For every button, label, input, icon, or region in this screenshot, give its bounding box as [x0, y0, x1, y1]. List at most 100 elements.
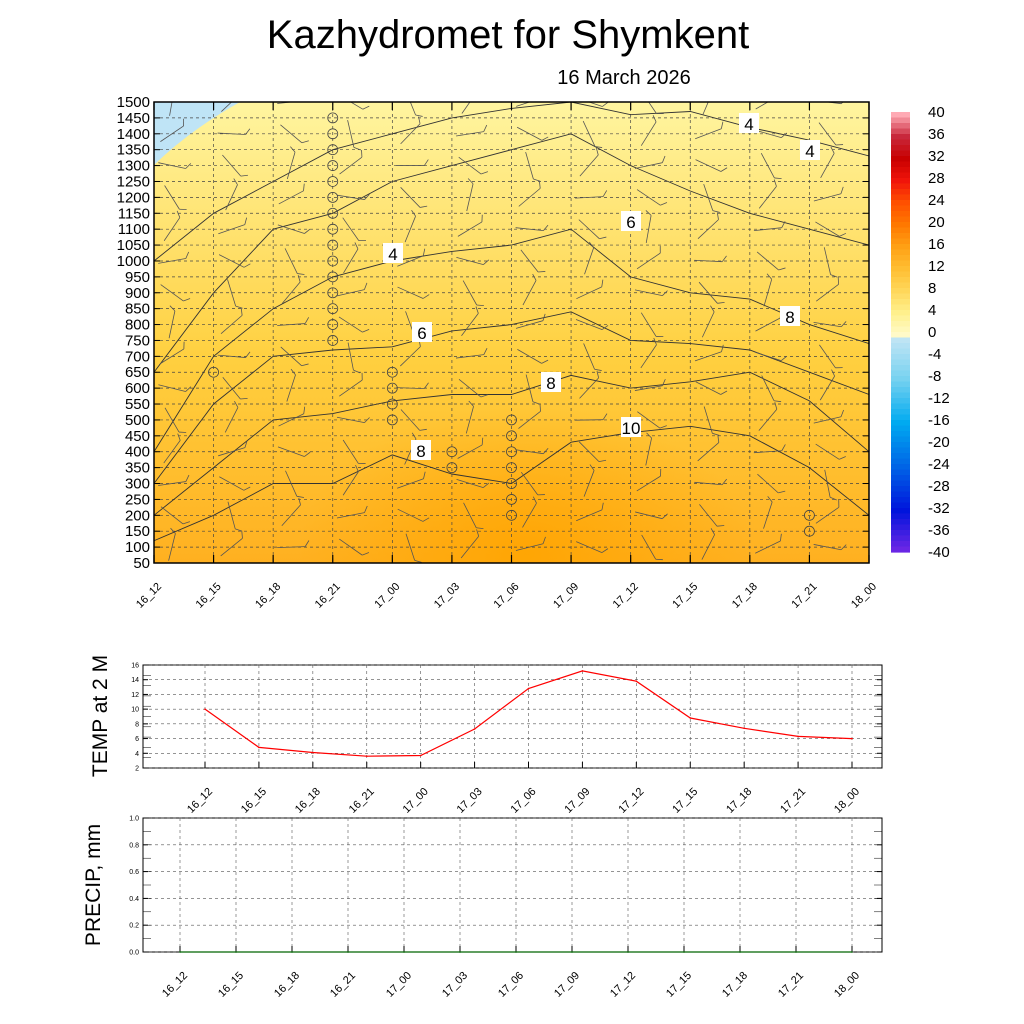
wind-barb: [158, 474, 190, 486]
wind-barb: [636, 245, 661, 270]
y-tick-label: 50: [133, 555, 150, 572]
wind-barb: [284, 248, 305, 275]
colorbar-swatch: [891, 381, 910, 388]
colorbar-label: -28: [928, 478, 950, 495]
colorbar-swatch: [891, 156, 910, 163]
panel-x-tick-label: 16_15: [239, 786, 269, 816]
wind-barb: [462, 280, 484, 306]
wind-barb: [397, 508, 430, 522]
wind-barb: [634, 378, 666, 391]
wind-barb: [697, 435, 720, 462]
y-tick-label: 750: [125, 332, 150, 349]
wind-barb: [160, 506, 191, 525]
precip-point: [235, 951, 237, 953]
temp-point: [204, 708, 206, 710]
calm-circle: [327, 303, 339, 315]
panel-y-tick-label: 16: [131, 663, 139, 670]
colorbar-swatch: [891, 293, 910, 300]
calm-circle: [386, 366, 398, 378]
colorbar-swatch: [891, 519, 910, 526]
wind-barb: [169, 102, 175, 116]
wind-barb: [641, 534, 663, 561]
precip-point: [403, 951, 405, 953]
colorbar-swatch: [891, 458, 910, 465]
contour-label-bg: [739, 113, 759, 133]
contour-label: 6: [626, 213, 635, 232]
wind-barb: [224, 400, 239, 433]
wind-barb: [813, 102, 847, 105]
x-tick-label: 17_09: [551, 581, 581, 611]
colorbar-swatch: [891, 524, 910, 531]
colorbar-label: 20: [928, 214, 945, 231]
colorbar-label: 36: [928, 126, 945, 143]
wind-barb: [515, 224, 549, 232]
calm-circle: [327, 271, 339, 283]
colorbar-swatch: [891, 337, 910, 344]
wind-barb: [347, 342, 361, 374]
wind-barb: [217, 128, 251, 135]
temp-point: [581, 670, 584, 672]
wind-barb: [575, 190, 608, 199]
colorbar-swatch: [891, 134, 910, 141]
wind-barb: [518, 404, 541, 429]
wind-barb: [286, 146, 296, 180]
wind-barb: [456, 256, 490, 265]
y-tick-label: 1450: [117, 110, 150, 127]
colorbar-swatch: [891, 376, 910, 383]
wind-barb: [637, 411, 667, 429]
panel-x-tick-label: 18_00: [832, 970, 862, 1000]
colorbar-swatch: [891, 233, 910, 240]
colorbar-swatch: [891, 387, 910, 394]
panel-y-tick-label: 14: [131, 677, 139, 684]
panel-x-tick-label: 16_12: [185, 786, 215, 816]
panel-y-tick-label: 6: [135, 736, 139, 743]
precip-point: [627, 951, 629, 953]
wind-barb: [168, 305, 176, 339]
wind-barb: [703, 184, 720, 213]
colorbar-label: -24: [928, 456, 950, 473]
panel-y-tick-label: 0.0: [129, 950, 139, 957]
temp-point: [527, 687, 530, 690]
wind-barb: [702, 102, 715, 116]
x-tick-label: 17_18: [730, 581, 760, 611]
wind-barb: [163, 433, 181, 464]
colorbar-swatch: [891, 277, 910, 284]
panel-y-tick-label: 2: [135, 766, 139, 773]
contour-label: 8: [546, 374, 555, 393]
contour-label-bg: [621, 211, 641, 231]
contour-line: [154, 228, 869, 452]
wind-barb: [168, 527, 176, 561]
y-tick-label: 1250: [117, 173, 150, 190]
wind-barb: [222, 377, 248, 400]
wind-barb: [813, 544, 847, 551]
wind-barb: [761, 375, 782, 403]
wind-barb: [694, 344, 724, 362]
wind-barb: [582, 120, 603, 148]
wind-barb: [160, 118, 185, 142]
wind-barb: [517, 348, 549, 364]
wind-barb: [877, 115, 894, 147]
colorbar-swatch: [891, 189, 910, 196]
wind-barb: [338, 316, 370, 333]
wind-barb: [757, 473, 786, 494]
wind-barb: [277, 224, 311, 234]
wind-barb: [277, 540, 310, 548]
x-tick-label: 17_03: [432, 581, 462, 611]
contour-label-bg: [383, 243, 403, 263]
wind-barb: [280, 124, 309, 144]
colorbar-swatch: [891, 315, 910, 322]
wind-barb: [457, 214, 483, 237]
wind-barb: [694, 255, 727, 263]
colorbar-swatch: [891, 244, 910, 251]
colorbar-swatch: [891, 167, 910, 174]
y-tick-label: 1100: [118, 221, 150, 238]
y-tick-label: 150: [125, 523, 150, 540]
colorbar-swatch: [891, 508, 910, 515]
contour-label: 4: [744, 115, 753, 134]
wind-barb: [396, 159, 429, 166]
wind-barb: [277, 102, 306, 104]
colorbar-swatch: [891, 178, 910, 185]
colorbar-swatch: [891, 117, 910, 124]
colorbar-swatch: [891, 260, 910, 267]
calm-circle: [386, 382, 398, 394]
